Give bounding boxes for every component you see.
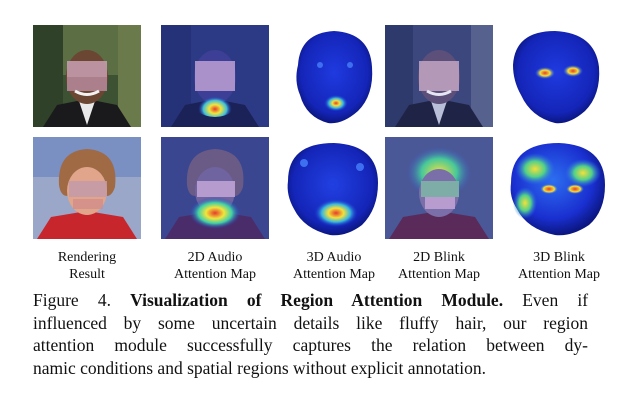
row1-2d-audio-attention-map <box>161 25 269 127</box>
label-3d-audio-attention-map: 3D Audio Attention Map <box>274 249 394 283</box>
label-line: 2D Blink <box>413 250 465 265</box>
label-2d-blink-attention-map: 2D Blink Attention Map <box>379 249 499 283</box>
caption-line-4: namic conditions and spatial regions wit… <box>33 357 486 378</box>
caption-prefix: Figure 4. <box>33 290 111 310</box>
label-line: 3D Audio <box>306 250 362 265</box>
label-line: Attention Map <box>173 267 257 282</box>
label-2d-audio-attention-map: 2D Audio Attention Map <box>155 249 275 283</box>
caption-line-1: Figure 4. Visualization of Region Attent… <box>33 289 588 312</box>
row2-3d-blink-attention-map <box>505 137 613 239</box>
figure-caption: Figure 4. Visualization of Region Attent… <box>33 289 588 379</box>
row2-2d-blink-attention-map <box>385 137 493 239</box>
label-rendering-result: Rendering Result <box>27 249 147 283</box>
label-line: Result <box>69 267 105 282</box>
label-line: Attention Map <box>292 267 376 282</box>
label-line: Attention Map <box>397 267 481 282</box>
label-line: Attention Map <box>517 267 601 282</box>
caption-bold-title: Visualization of Region Attention Module… <box>130 290 504 310</box>
caption-line1-rest: Even if <box>522 290 589 310</box>
row1-rendering-result-image <box>33 25 141 127</box>
caption-line-3: attention module successfully captures t… <box>33 335 588 356</box>
row2-rendering-result-image <box>33 137 141 239</box>
row2-3d-audio-attention-map <box>280 137 388 239</box>
label-3d-blink-attention-map: 3D Blink Attention Map <box>499 249 619 283</box>
label-line: 3D Blink <box>533 250 585 265</box>
caption-line-2: influenced by some uncertain details lik… <box>33 312 588 333</box>
label-line: Rendering <box>57 250 117 265</box>
label-line: 2D Audio <box>187 250 243 265</box>
row1-3d-audio-attention-map <box>280 25 388 127</box>
row1-3d-blink-attention-map <box>505 25 613 127</box>
row1-2d-blink-attention-map <box>385 25 493 127</box>
row2-2d-audio-attention-map <box>161 137 269 239</box>
